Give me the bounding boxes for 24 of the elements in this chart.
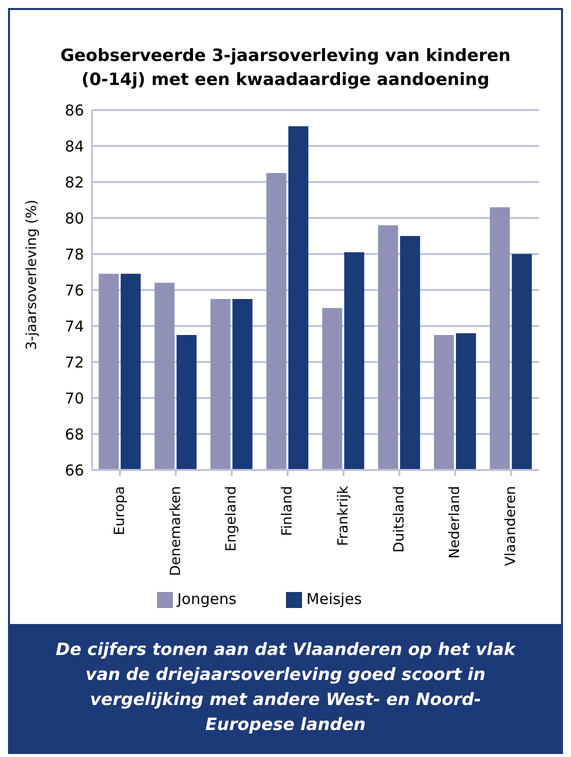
- x-tick-label: Denemarken: [168, 486, 184, 576]
- legend-label: Meisjes: [306, 590, 362, 608]
- y-tick-label: 86: [64, 101, 84, 120]
- legend-label: Jongens: [177, 590, 236, 608]
- y-tick-label: 72: [64, 353, 84, 372]
- x-tick-label: Engeland: [224, 486, 240, 552]
- x-tick-label: Europa: [112, 486, 128, 536]
- y-tick-label: 82: [64, 173, 84, 192]
- y-tick-label: 76: [64, 281, 84, 300]
- x-tick-label: Frankrijk: [335, 485, 352, 546]
- y-tick-label: 66: [64, 461, 84, 480]
- text: De cijfers tonen aan dat Vlaanderen op het vlak van de driejaarsoverleving goed scoort in vergelijking met andere West- en Noord-Europese landen: [10, 624, 561, 752]
- x-tick-label: Finland: [280, 486, 296, 536]
- y-tick-label: 70: [64, 389, 84, 408]
- y-axis-title: 3-jaarsoverleving (%): [24, 200, 40, 350]
- y-tick-label: 80: [64, 209, 84, 228]
- x-tick-label: Nederland: [447, 486, 464, 559]
- y-tick-label: 78: [64, 245, 84, 264]
- y-tick-label: 68: [64, 425, 84, 444]
- y-tick-label: 74: [64, 317, 84, 336]
- x-tick-label: Vlaanderen: [503, 486, 520, 566]
- x-tick-label: Duitsland: [391, 486, 408, 553]
- y-tick-label: 84: [64, 137, 84, 156]
- chart-title: Geobserveerde 3-jaarsoverleving van kinderen (0-14j) met een kwaadaardige aandoening: [59, 45, 512, 92]
